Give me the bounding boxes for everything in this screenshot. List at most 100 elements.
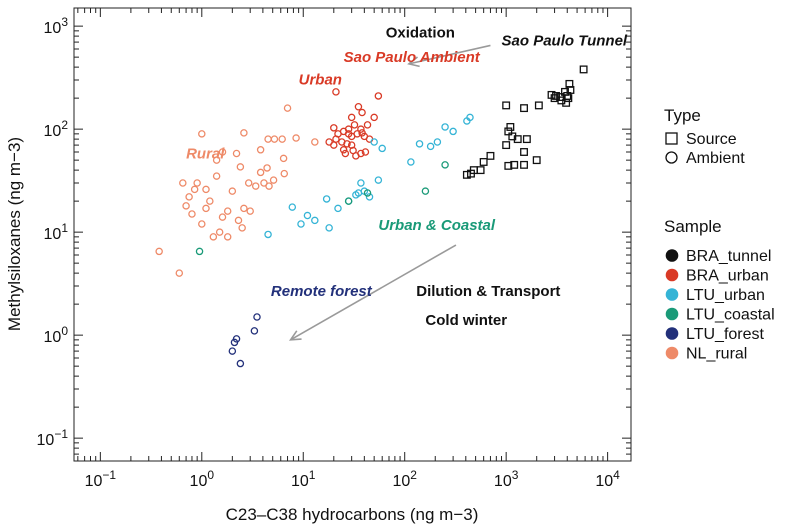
arrow-head [407, 56, 420, 68]
data-point [467, 169, 475, 178]
data-point [185, 193, 193, 201]
x-tick-label: 103 [494, 468, 519, 490]
data-point [223, 207, 232, 215]
data-point [374, 92, 383, 100]
x-tick-label: 102 [392, 468, 417, 490]
legend-color-swatch [665, 249, 679, 262]
data-point [520, 148, 528, 156]
data-point [264, 230, 272, 239]
series-bra-tunnel [462, 65, 588, 179]
data-point [280, 169, 289, 178]
data-point [228, 347, 237, 355]
data-point [311, 138, 319, 146]
data-point [479, 158, 488, 166]
data-point [206, 197, 214, 205]
annotation-label: Sao Paulo Ambient [344, 49, 481, 66]
data-point [244, 179, 253, 187]
legend-color-swatch [665, 346, 679, 360]
data-point [504, 127, 513, 136]
data-point [506, 123, 515, 131]
data-point [250, 327, 259, 335]
data-point [433, 138, 442, 146]
data-point [297, 220, 305, 228]
arrow-head [288, 330, 302, 341]
x-axis-title: C23–C38 hydrocarbons (ng m−3) [226, 505, 479, 524]
legend-type: Source Ambient [665, 131, 745, 167]
data-point [202, 204, 210, 213]
legend-sample-label: BRA_urban [686, 268, 769, 285]
data-point [339, 146, 348, 154]
data-point [288, 203, 297, 211]
data-points [155, 65, 588, 368]
data-point [193, 179, 201, 187]
series-ltu-coastal [195, 161, 449, 256]
data-point [520, 160, 528, 169]
legend-type-label: Source [686, 131, 737, 148]
data-point [332, 88, 340, 96]
series-nl-rural [155, 104, 319, 277]
data-point [256, 168, 265, 177]
data-point [343, 140, 351, 148]
data-point [347, 113, 356, 122]
legend-sample: BRA_tunnel BRA_urban LTU_urban LTU_coastal L… [665, 248, 775, 363]
series-bra-urban [325, 88, 383, 160]
data-point [370, 113, 378, 122]
data-point [341, 149, 350, 158]
data-point [188, 210, 196, 218]
data-point [361, 148, 370, 156]
data-point [202, 185, 210, 194]
x-tick-label: 100 [190, 468, 215, 490]
y-tick-label: 103 [44, 15, 69, 37]
data-point [209, 233, 218, 241]
data-point [550, 94, 559, 103]
data-point [358, 108, 366, 117]
data-point [322, 195, 331, 203]
legend-color-swatch [665, 307, 679, 321]
x-tick-label: 104 [595, 468, 620, 490]
data-point [344, 197, 353, 205]
annotation-label: Cold winter [425, 312, 507, 329]
legend-type-title: Type [664, 106, 701, 125]
annotation-label: Dilution & Transport [416, 283, 560, 300]
data-point [256, 146, 265, 154]
annotation-label: Oxidation [386, 24, 455, 41]
data-point [330, 141, 338, 149]
data-point [232, 149, 241, 158]
data-point [251, 182, 260, 190]
data-point [532, 156, 541, 165]
annotation-label: Rural [186, 145, 225, 162]
legend-sample-label: LTU_forest [686, 326, 765, 343]
data-point [502, 141, 511, 150]
data-point [175, 269, 184, 277]
data-point [240, 204, 248, 213]
annotation-label: Sao Paulo Tunnel [502, 32, 628, 49]
annotation-label: Urban & Coastal [378, 217, 496, 234]
data-point [234, 216, 243, 225]
data-point [344, 130, 353, 138]
legend-color-swatch [665, 327, 679, 340]
y-axis-title: Methylsiloxanes (ng m−3) [5, 137, 24, 331]
data-point [502, 101, 511, 110]
data-point [564, 94, 573, 103]
legend-sample-label: BRA_tunnel [686, 248, 771, 265]
y-tick-label: 101 [44, 221, 69, 243]
legend-square-marker [665, 132, 678, 145]
data-point [263, 164, 271, 172]
data-point [246, 207, 254, 215]
data-point [520, 104, 528, 113]
data-point [218, 148, 227, 156]
data-point [198, 220, 206, 228]
data-point [462, 170, 471, 179]
axis-ticks [74, 8, 631, 462]
x-tick-labels: 10−1 100 101 102 103 104 [85, 468, 621, 490]
legend-color-swatch [665, 268, 679, 282]
x-tick-label: 10−1 [85, 468, 117, 490]
data-point [579, 65, 588, 74]
data-point [215, 228, 224, 236]
data-point [552, 92, 560, 100]
data-point [421, 187, 430, 195]
annotation-label: Remote forest [271, 283, 373, 300]
data-point [218, 213, 227, 221]
data-point [357, 179, 365, 187]
data-point [155, 247, 163, 256]
